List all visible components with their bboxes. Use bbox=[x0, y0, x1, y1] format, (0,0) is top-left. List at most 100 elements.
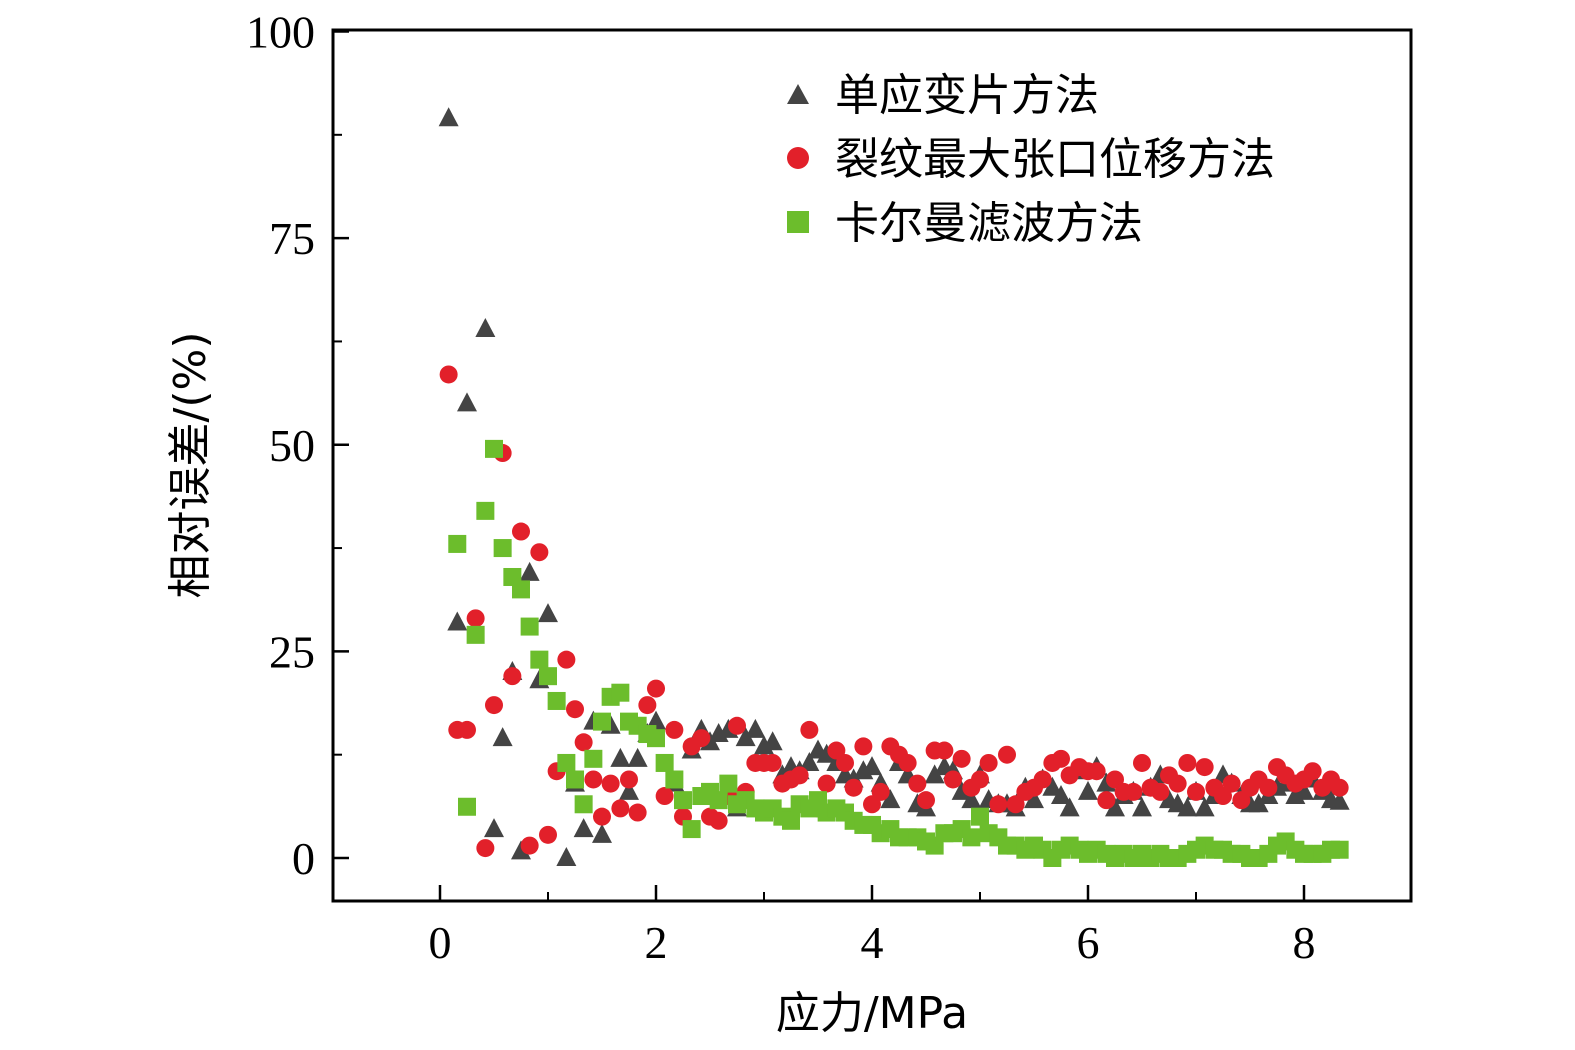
circle-point bbox=[952, 749, 971, 768]
legend-item-cmod: 裂纹最大张口位移方法 bbox=[787, 134, 1275, 185]
triangle-point bbox=[457, 392, 477, 412]
circle-point bbox=[665, 720, 684, 739]
triangle-point bbox=[1024, 789, 1044, 809]
square-point bbox=[574, 795, 593, 814]
square-point bbox=[476, 501, 495, 520]
square-point bbox=[971, 807, 989, 826]
triangle-point bbox=[961, 789, 982, 809]
legend-square-marker bbox=[787, 211, 809, 233]
circle-point bbox=[485, 696, 503, 715]
triangle-point bbox=[475, 318, 496, 338]
triangle-point bbox=[1042, 776, 1063, 796]
triangle-point bbox=[573, 818, 594, 838]
square-point bbox=[1330, 840, 1349, 859]
x-tick-label: 8 bbox=[1293, 917, 1316, 968]
circle-point bbox=[520, 836, 539, 855]
triangle-point bbox=[1194, 797, 1215, 817]
circle-point bbox=[1259, 778, 1278, 797]
triangle-point bbox=[1294, 780, 1314, 800]
triangle-point bbox=[511, 840, 531, 860]
circle-point bbox=[1168, 774, 1187, 793]
circle-point bbox=[574, 733, 593, 752]
circle-point bbox=[1195, 758, 1214, 777]
triangle-point bbox=[538, 603, 558, 623]
circle-point bbox=[709, 811, 728, 830]
triangle-point bbox=[492, 727, 513, 747]
triangle-point bbox=[646, 710, 666, 730]
legend-item-single-strain-gauge: 单应变片方法 bbox=[787, 70, 1099, 121]
circle-point bbox=[971, 770, 989, 789]
square-point bbox=[547, 691, 566, 710]
square-point bbox=[512, 580, 530, 599]
x-tick-label: 2 bbox=[645, 917, 668, 968]
triangle-point bbox=[1105, 797, 1125, 817]
legend: 单应变片方法 裂纹最大张口位移方法 卡尔曼滤波方法 bbox=[787, 70, 1275, 249]
triangle-point bbox=[1248, 793, 1269, 813]
circle-point bbox=[944, 770, 962, 789]
circle-point bbox=[692, 729, 711, 748]
square-point bbox=[682, 820, 701, 839]
circle-point bbox=[935, 741, 954, 760]
square-point bbox=[719, 774, 738, 793]
circle-point bbox=[557, 650, 576, 669]
circle-point bbox=[566, 700, 584, 719]
y-tick-label: 50 bbox=[269, 420, 315, 471]
square-point bbox=[665, 770, 684, 789]
square-point bbox=[674, 791, 692, 810]
circle-point bbox=[1133, 753, 1151, 772]
circle-point bbox=[763, 753, 782, 772]
y-tick-label: 25 bbox=[269, 626, 315, 677]
triangle-point bbox=[1329, 790, 1350, 810]
circle-point bbox=[601, 774, 620, 793]
circle-point bbox=[458, 720, 476, 739]
circle-point bbox=[584, 770, 603, 789]
circle-point bbox=[539, 825, 557, 844]
legend-triangle-marker bbox=[787, 84, 809, 104]
circle-point bbox=[728, 716, 746, 735]
square-point bbox=[557, 753, 576, 772]
circle-point bbox=[611, 799, 630, 818]
circle-point bbox=[998, 745, 1016, 764]
circle-point bbox=[989, 795, 1008, 814]
triangle-point bbox=[1132, 797, 1152, 817]
triangle-point bbox=[924, 764, 945, 784]
square-point bbox=[485, 439, 503, 458]
square-point bbox=[466, 625, 485, 644]
triangle-point bbox=[799, 751, 820, 771]
triangle-point bbox=[1051, 785, 1071, 805]
circle-point bbox=[1222, 774, 1241, 793]
circle-point bbox=[1033, 770, 1052, 789]
circle-point bbox=[871, 782, 890, 801]
square-point bbox=[647, 729, 665, 748]
triangle-point bbox=[619, 780, 639, 800]
circle-point bbox=[1178, 753, 1197, 772]
axis-ticks bbox=[333, 30, 1306, 901]
circle-point bbox=[836, 753, 854, 772]
square-point bbox=[962, 828, 981, 847]
legend-label: 裂纹最大张口位移方法 bbox=[835, 134, 1275, 185]
circle-point bbox=[476, 839, 495, 858]
y-tick-label: 100 bbox=[246, 7, 315, 58]
x-tick-label: 6 bbox=[1077, 917, 1100, 968]
square-point bbox=[611, 683, 630, 702]
circle-point bbox=[800, 720, 819, 739]
circle-point bbox=[1187, 782, 1205, 801]
circle-point bbox=[530, 543, 549, 562]
square-point bbox=[655, 753, 674, 772]
square-point bbox=[539, 667, 557, 686]
circle-point bbox=[854, 737, 873, 756]
circle-point bbox=[1330, 778, 1349, 797]
triangle-point bbox=[735, 727, 756, 747]
circle-point bbox=[593, 807, 611, 826]
square-point bbox=[709, 791, 728, 810]
y-tick-label: 0 bbox=[292, 833, 315, 884]
circle-point bbox=[844, 778, 863, 797]
square-point bbox=[584, 749, 603, 768]
circle-point bbox=[1151, 782, 1170, 801]
x-axis-title: 应力/MPa bbox=[776, 988, 968, 1039]
circle-point bbox=[898, 753, 917, 772]
circle-point bbox=[1087, 762, 1106, 781]
triangle-point bbox=[438, 107, 459, 127]
triangle-point bbox=[610, 747, 631, 767]
triangle-point bbox=[484, 818, 504, 838]
